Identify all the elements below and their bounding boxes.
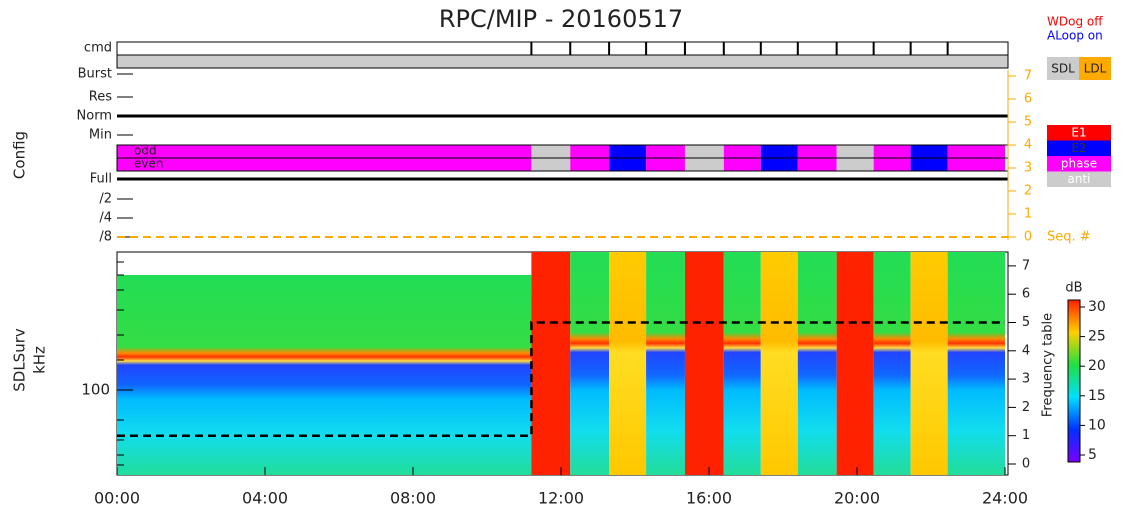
spectrogram-block: [609, 252, 647, 475]
legend-label: phase: [1061, 157, 1097, 171]
axis-label: SDLSurv: [11, 328, 29, 392]
row-label: Full: [90, 172, 112, 187]
spectrogram-block: [797, 252, 837, 475]
legend-label: E2: [1071, 141, 1086, 155]
spectrogram-block: [646, 252, 685, 475]
spectrogram-block: [723, 252, 761, 475]
ftable-tick-label: 6: [1022, 287, 1030, 302]
status: WDog off: [1047, 15, 1103, 29]
row-label: Norm: [77, 109, 112, 124]
x-tick-label: 16:00: [686, 489, 732, 508]
mode-row: [116, 54, 1009, 69]
ftable-tick-label: 3: [1022, 372, 1030, 387]
seq-tick-label: 7: [1024, 69, 1032, 84]
axis-label: Config: [11, 131, 29, 179]
row-label: Res: [89, 90, 112, 105]
ftable-tick-label: 1: [1022, 428, 1030, 443]
colorbar-tick-label: 10: [1088, 417, 1106, 433]
row-label: cmd: [84, 41, 112, 56]
ftable-tick-label: 5: [1022, 315, 1030, 330]
spectrogram-block: [531, 252, 571, 475]
spectrogram-block: [910, 252, 948, 475]
seq-label: Seq. #: [1047, 230, 1091, 245]
colorbar-tick-label: 25: [1088, 329, 1106, 345]
spectrogram-block: [947, 252, 1005, 475]
ftable-tick-label: 4: [1022, 343, 1030, 358]
colorbar: [1067, 299, 1081, 463]
legend-label: E1: [1071, 126, 1086, 140]
colorbar-tick-label: 15: [1088, 388, 1106, 404]
seq-tick-label: 6: [1024, 92, 1032, 107]
seq-tick-label: 4: [1024, 138, 1032, 153]
legend-swatch: [1047, 125, 1111, 141]
row-label: /8: [99, 230, 112, 245]
spectrogram-block: [117, 275, 532, 475]
x-tick-label: 20:00: [834, 489, 880, 508]
ftable-tick-label: 2: [1022, 400, 1030, 415]
row-label: Min: [89, 128, 112, 143]
legend-label: anti: [1068, 172, 1091, 186]
row-label: odd: [134, 144, 157, 158]
ftable-tick-label: 7: [1022, 258, 1030, 273]
seq-tick-label: 5: [1024, 115, 1032, 130]
ftable-tick-label: 0: [1022, 457, 1030, 472]
row-label: /4: [99, 211, 112, 226]
colorbar-tick-label: 5: [1088, 447, 1097, 463]
seq-tick-label: 1: [1024, 207, 1032, 222]
legend-swatch: [1047, 57, 1079, 80]
title: RPC/MIP - 20160517: [439, 5, 683, 33]
axis-label: Frequency table: [1041, 313, 1056, 417]
colorbar-tick-label: 30: [1088, 299, 1106, 315]
x-tick-label: 08:00: [390, 489, 436, 508]
x-tick-label: 12:00: [538, 489, 584, 508]
spectrogram-block: [873, 252, 911, 475]
legend-swatch: [1047, 156, 1111, 172]
x-tick-label: 24:00: [982, 489, 1028, 508]
colorbar-tick-label: 20: [1088, 358, 1106, 374]
legend-swatch: [1047, 171, 1111, 187]
y-tick-label: 100: [81, 381, 110, 399]
spectrogram-block: [570, 252, 610, 475]
seq-tick-label: 2: [1024, 184, 1032, 199]
row-label: /2: [99, 192, 112, 207]
ftable-line: [117, 321, 1005, 437]
spectrogram-block: [836, 252, 874, 475]
x-tick-label: 00:00: [94, 489, 140, 508]
seq-tick-label: 0: [1024, 230, 1032, 245]
legend-label: LDL: [1084, 62, 1107, 76]
x-tick-label: 04:00: [242, 489, 288, 508]
spectrogram-block: [684, 252, 724, 475]
axis-label: kHz: [31, 346, 49, 374]
row-label: Burst: [78, 67, 112, 82]
legend-label: SDL: [1051, 62, 1075, 76]
spectrogram-block: [760, 252, 798, 475]
row-label: even: [134, 157, 163, 171]
status: ALoop on: [1047, 29, 1103, 43]
legend-swatch: [1047, 140, 1111, 156]
colorbar-label: dB: [1065, 281, 1082, 296]
legend-swatch: [1079, 57, 1111, 80]
seq-tick-label: 3: [1024, 161, 1032, 176]
